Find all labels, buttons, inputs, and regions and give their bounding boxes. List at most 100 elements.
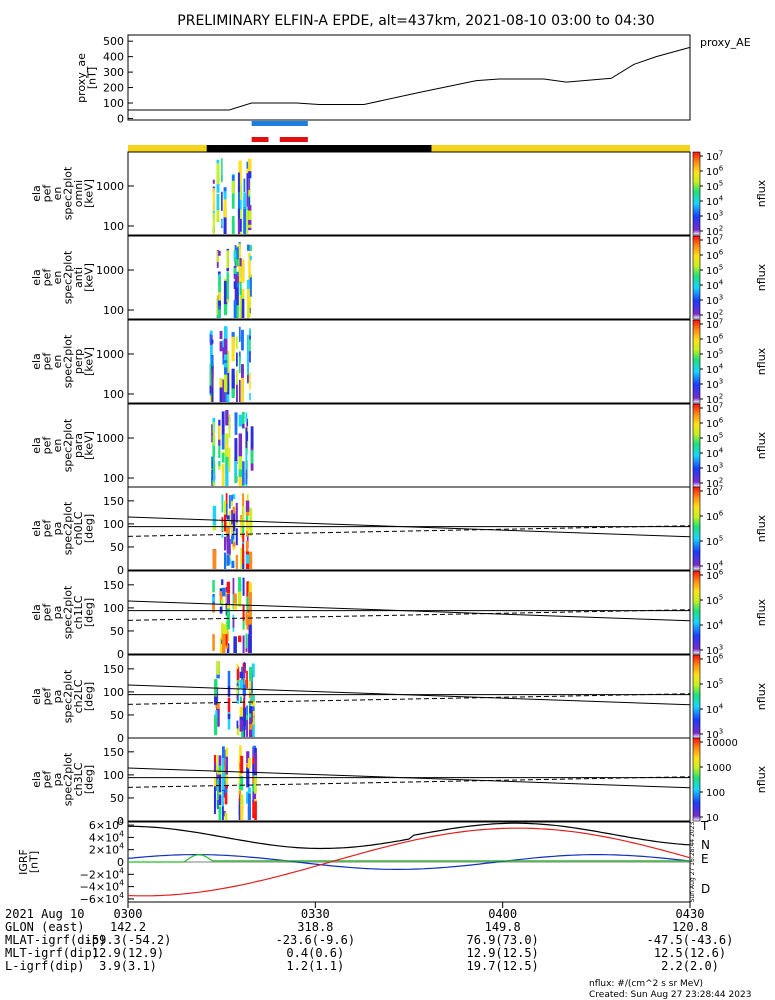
spec-anti-cell — [218, 281, 221, 293]
pa-ch2LC-cell — [236, 720, 239, 729]
spec-perp-cell — [238, 335, 241, 342]
pa-ch0LC-cell — [235, 528, 238, 546]
pa-ch2LC-cell — [239, 671, 244, 679]
pa-ch1LC-lc-dashed — [127, 609, 691, 621]
pa-ch3LC-cell — [240, 775, 244, 791]
spec-omni-cell — [243, 192, 247, 208]
pa-ch2LC-ztick-label: 106 — [706, 653, 724, 667]
spec-anti-ytick-label: 1000 — [96, 264, 124, 277]
igrf-legend-E: E — [701, 852, 709, 866]
spec-para-cell — [218, 461, 221, 468]
ae-series-line — [128, 46, 691, 111]
xaxis-row-value: 3.9(3.1) — [99, 959, 157, 973]
spec-para-cell — [238, 414, 243, 427]
pa-ch2LC-cell — [214, 692, 218, 705]
spec-anti-cell — [249, 277, 252, 297]
pa-ch0LC-cell — [226, 525, 230, 535]
pa-ch0LC-cell — [242, 543, 245, 564]
pa-ch1LC-cell — [232, 594, 235, 610]
pa-ch1LC-cell — [212, 596, 215, 602]
pa-ch2LC-ylabel-line: ch2LC — [72, 679, 85, 713]
pa-ch3LC-ylabel-line: pa — [51, 773, 64, 787]
spec-anti-cell — [248, 260, 251, 285]
spec-omni-cell — [212, 212, 215, 234]
igrf-ytick-label: −2×104 — [80, 866, 124, 881]
pa-ch1LC-cell — [221, 599, 224, 607]
pa-ch3LC-cell — [216, 779, 219, 788]
pa-ch2LC-cell — [251, 694, 255, 707]
spec-perp-cell — [246, 334, 249, 350]
pa-ch3LC-cell — [225, 747, 228, 761]
pa-ch0LC-lc-dashed — [127, 525, 691, 537]
spec-perp-cell — [219, 331, 223, 339]
spec-perp-cell — [219, 341, 223, 352]
pa-ch0LC-cell — [249, 507, 253, 524]
spec-omni-cell — [231, 221, 235, 234]
pa-ch3LC-ztick-label: 10000 — [706, 738, 738, 749]
pa-ch1LC-cell — [226, 608, 231, 628]
spec-perp-cell — [231, 336, 235, 362]
spec-perp-cell — [236, 352, 238, 367]
pa-ch1LC-cell — [248, 617, 252, 636]
pa-ch3LC-cell — [246, 791, 250, 804]
spec-para-ztick-label: 106 — [706, 417, 724, 431]
pa-ch0LC-ylabel-line: ch0LC — [72, 511, 85, 545]
spec-para-ylabel-line: en — [51, 439, 64, 453]
pa-ch1LC-cell — [233, 603, 237, 611]
pa-ch2LC-cell — [249, 666, 253, 682]
pa-ch0LC-cell — [226, 536, 230, 554]
spec-perp-ylabel-line: [keV] — [82, 347, 95, 376]
pa-ch0LC-zlabel: nflux — [755, 514, 768, 542]
spec-anti-ylabel-line: pef — [40, 268, 53, 287]
pa-ch1LC-ztick-label: 106 — [706, 569, 724, 583]
spec-anti-ztick-label: 104 — [706, 279, 724, 293]
spec-omni-cell — [237, 189, 240, 216]
spec-omni-cell — [246, 173, 249, 192]
pa-ch2LC-cell — [249, 684, 253, 693]
pa-ch3LC-cell — [218, 755, 222, 771]
spec-para-cell — [245, 461, 248, 485]
pa-ch3LC-zlabel: nflux — [755, 765, 768, 793]
pa-ch0LC-cell — [242, 506, 245, 518]
pa-ch3LC-cell — [216, 783, 219, 799]
spec-omni-cell — [221, 158, 223, 183]
pa-ch3LC-cell — [254, 801, 257, 820]
pa-ch2LC-ytick-label: 150 — [103, 663, 124, 676]
pa-ch0LC-cell — [224, 500, 227, 515]
spec-omni-cell — [246, 161, 249, 174]
spec-perp-cell — [222, 379, 226, 402]
spec-omni-cell — [243, 208, 247, 234]
spec-perp-cell — [236, 384, 238, 401]
spec-para-ztick-label: 107 — [706, 402, 723, 416]
xaxis-row-label: MLT-igrf(dip) — [5, 946, 99, 960]
spec-perp-cell — [249, 328, 251, 336]
xaxis-row-value: 12.5(12.6) — [654, 946, 726, 960]
spec-anti-cell — [247, 244, 250, 251]
pa-ch3LC-cell — [222, 810, 226, 817]
pa-ch2LC-cell — [227, 713, 231, 720]
spec-para-cell — [225, 465, 229, 486]
igrf-legend-N: N — [701, 838, 710, 852]
spec-perp-frame — [127, 319, 691, 404]
xaxis-row-value: 19.7(12.5) — [467, 959, 539, 973]
spec-omni-cell — [248, 210, 252, 228]
pa-ch0LC-cell — [235, 502, 238, 523]
pa-ch0LC-cell — [228, 495, 231, 509]
spec-anti-ytick-label: 100 — [103, 304, 124, 317]
igrf-series-D — [127, 827, 691, 897]
spec-perp-zlabel-g: nflux — [755, 347, 768, 375]
pa-ch3LC-cell — [213, 777, 216, 787]
pa-ch1LC-cell — [212, 580, 215, 593]
pa-ch3LC-cell — [213, 763, 216, 771]
spec-anti-cell — [223, 280, 228, 305]
spec-anti-cell — [249, 245, 252, 252]
pa-ch0LC-cell — [221, 533, 224, 538]
spec-para-colorbar — [692, 403, 701, 488]
pa-ch0LC-ytick-label: 50 — [110, 541, 124, 554]
pa-ch3LC-cell — [238, 798, 242, 816]
pa-ch2LC-cell — [249, 706, 253, 714]
pa-ch2LC-ylabel-line: [deg] — [82, 682, 95, 711]
ae-legend: proxy_AE — [700, 36, 751, 49]
